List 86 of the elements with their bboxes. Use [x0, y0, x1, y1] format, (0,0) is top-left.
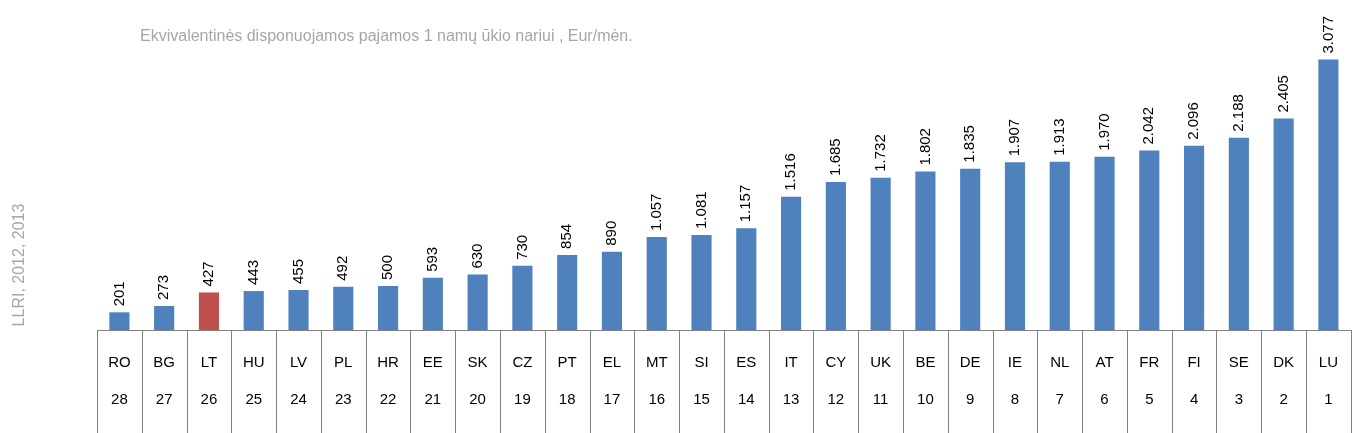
data-label: 2.042	[1139, 106, 1157, 145]
data-label: 1.157	[736, 184, 754, 223]
bar	[1273, 118, 1294, 330]
bar	[960, 168, 981, 330]
category-label: MT 16	[645, 352, 668, 408]
data-label: 201	[109, 281, 127, 307]
data-label: 890	[602, 220, 620, 246]
category-label: BE 10	[915, 352, 936, 408]
category-label: PT 18	[557, 352, 577, 408]
category-label: SK 20	[467, 352, 488, 408]
bar	[154, 306, 175, 330]
category-label: IE 8	[1007, 352, 1023, 408]
category-label: DK 2	[1273, 352, 1295, 408]
data-label: 1.970	[1094, 113, 1112, 151]
category-label: ES 14	[736, 352, 757, 408]
data-label: 1.802	[915, 128, 933, 166]
bar	[1228, 137, 1249, 330]
data-label: 3.077	[1318, 15, 1336, 54]
bar	[1139, 150, 1160, 330]
data-label: 2.405	[1273, 75, 1291, 113]
bar	[825, 181, 846, 330]
category-label: RO 28	[108, 352, 131, 408]
bar	[288, 290, 309, 330]
category-label: FI 4	[1187, 352, 1201, 408]
category-label: CZ 19	[512, 352, 533, 408]
data-label: 593	[422, 246, 440, 272]
category-label: FR 5	[1139, 352, 1160, 408]
bar	[109, 312, 130, 330]
data-label: 427	[199, 261, 217, 287]
data-label: 1.685	[825, 138, 843, 176]
data-label: 492	[333, 255, 351, 281]
bar	[557, 254, 578, 330]
category-label: BG 27	[153, 352, 176, 408]
category-label: UK 11	[870, 352, 892, 408]
bar	[198, 292, 220, 330]
data-label: 630	[467, 243, 485, 269]
category-label: EL 17	[602, 352, 622, 408]
bar	[1049, 161, 1070, 330]
bar	[1094, 156, 1115, 330]
bar	[780, 196, 802, 330]
category-label: LU 1	[1318, 352, 1339, 408]
data-label: 1.732	[870, 134, 888, 172]
bar	[691, 234, 712, 330]
data-label: 1.516	[781, 153, 799, 191]
bar	[333, 286, 354, 330]
category-label: LT 26	[200, 352, 218, 408]
bar	[915, 171, 936, 330]
category-label: LV 24	[289, 352, 308, 408]
category-label: EE 21	[422, 352, 443, 408]
bar	[422, 277, 443, 330]
data-label: 2.188	[1229, 94, 1246, 132]
bar	[1004, 162, 1026, 330]
bar	[736, 228, 757, 330]
data-label: 1.835	[960, 125, 978, 163]
data-label: 2.096	[1184, 102, 1202, 140]
bar	[377, 286, 399, 330]
bar	[870, 177, 891, 330]
category-label: AT 6	[1095, 352, 1114, 408]
text: LLRI, 2012, 2013	[10, 203, 28, 327]
category-label: HR 22	[377, 352, 399, 408]
data-label: 1.081	[691, 191, 709, 229]
category-label: PL 23	[334, 352, 353, 408]
category-label: NL 7	[1050, 352, 1070, 408]
category-label: DE 9	[959, 352, 981, 408]
data-label: 1.907	[1005, 118, 1023, 157]
data-label: 1.057	[646, 193, 664, 232]
bar	[646, 237, 667, 330]
bar	[1318, 59, 1339, 330]
bar	[467, 274, 488, 330]
bar	[243, 291, 264, 330]
chart-title: Ekvivalentinės disponuojamos pajamos 1 namų ūkio nariui , Eur/mėn.	[140, 27, 633, 45]
category-label: HU 25	[242, 352, 265, 408]
category-label: IT 13	[782, 352, 800, 408]
data-label: 443	[243, 260, 261, 286]
data-label: 273	[154, 274, 172, 300]
data-label: 500	[378, 255, 396, 281]
bar	[512, 265, 533, 330]
category-label: CY 12	[825, 352, 847, 408]
bar	[601, 251, 623, 330]
category-label: SI 15	[693, 352, 710, 408]
data-label: 455	[288, 258, 306, 284]
bar	[1184, 145, 1205, 330]
data-label: 854	[557, 223, 575, 249]
data-label: 730	[512, 234, 530, 260]
category-label: SE 3	[1228, 352, 1249, 408]
data-label: 1.913	[1049, 118, 1067, 156]
